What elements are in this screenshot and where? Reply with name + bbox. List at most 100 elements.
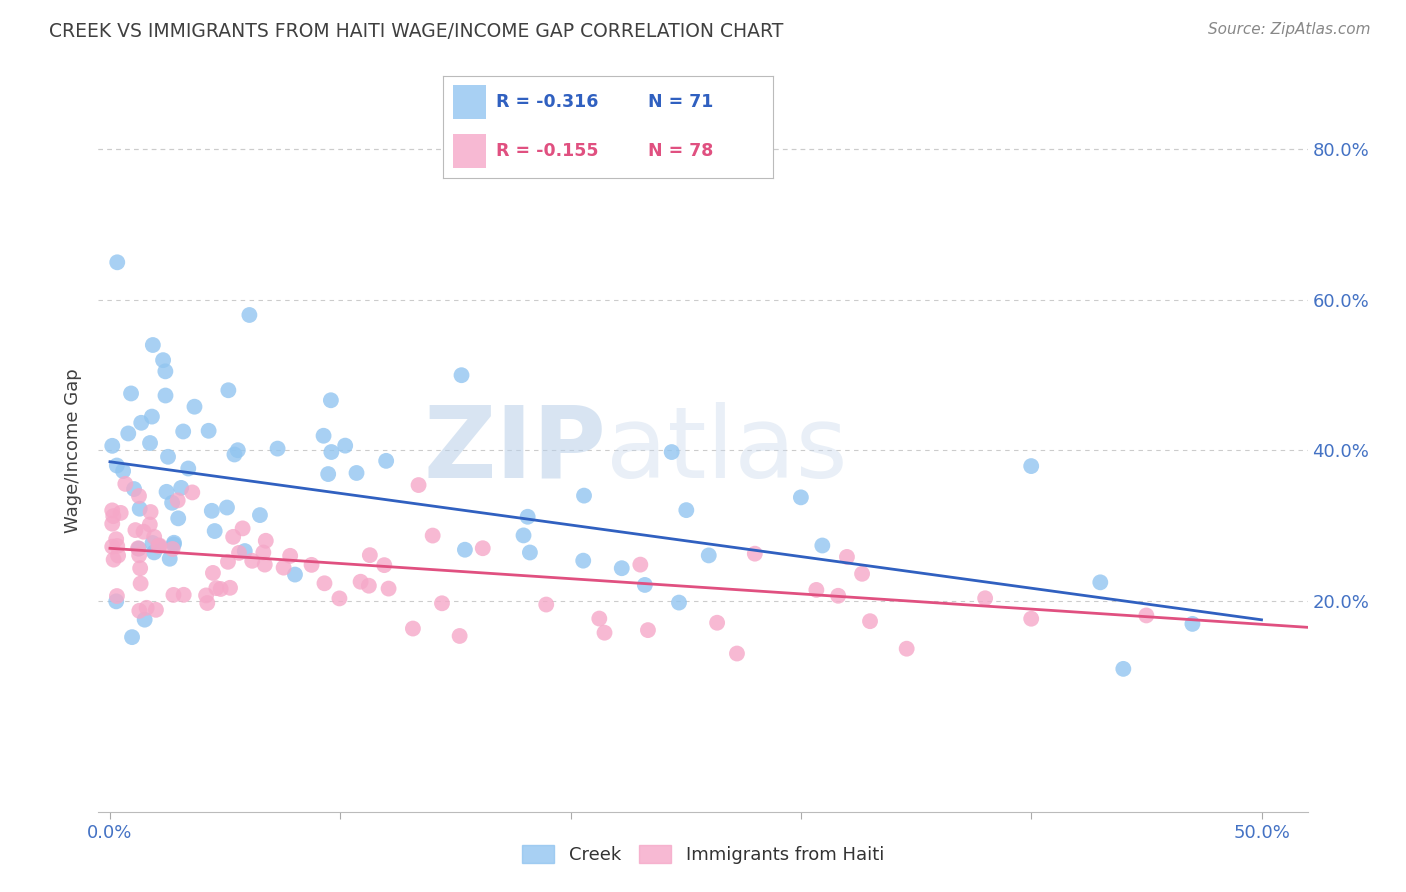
Creek	[183, 400, 205, 414]
Creek	[238, 308, 260, 322]
Immigrants from Haiti	[402, 622, 425, 636]
Immigrants from Haiti	[166, 493, 188, 508]
Immigrants from Haiti	[114, 476, 136, 491]
Creek	[101, 439, 124, 453]
Immigrants from Haiti	[219, 581, 242, 595]
Creek	[312, 429, 335, 443]
Creek	[811, 539, 834, 553]
Immigrants from Haiti	[827, 589, 849, 603]
Immigrants from Haiti	[896, 641, 918, 656]
Immigrants from Haiti	[228, 546, 250, 560]
Creek	[152, 353, 174, 368]
Creek	[177, 461, 200, 475]
Creek	[129, 416, 152, 430]
Immigrants from Haiti	[301, 558, 323, 572]
Creek	[217, 384, 239, 398]
Immigrants from Haiti	[536, 598, 558, 612]
Text: R = -0.316: R = -0.316	[496, 93, 598, 111]
Creek	[142, 338, 165, 352]
Creek	[572, 554, 595, 568]
Creek	[454, 542, 477, 557]
Immigrants from Haiti	[101, 503, 124, 517]
Text: CREEK VS IMMIGRANTS FROM HAITI WAGE/INCOME GAP CORRELATION CHART: CREEK VS IMMIGRANTS FROM HAITI WAGE/INCO…	[49, 22, 783, 41]
Creek	[519, 545, 541, 559]
Immigrants from Haiti	[132, 524, 155, 539]
Immigrants from Haiti	[129, 561, 152, 575]
Immigrants from Haiti	[637, 623, 659, 637]
Creek	[148, 539, 170, 553]
Immigrants from Haiti	[373, 558, 395, 573]
Creek	[226, 443, 249, 458]
Immigrants from Haiti	[449, 629, 471, 643]
Immigrants from Haiti	[128, 548, 150, 562]
Y-axis label: Wage/Income Gap: Wage/Income Gap	[65, 368, 83, 533]
Immigrants from Haiti	[101, 516, 124, 531]
Immigrants from Haiti	[328, 591, 350, 606]
Immigrants from Haiti	[253, 558, 276, 572]
Immigrants from Haiti	[173, 588, 195, 602]
Immigrants from Haiti	[349, 574, 371, 589]
Creek	[675, 503, 697, 517]
Immigrants from Haiti	[205, 581, 228, 595]
Immigrants from Haiti	[148, 539, 170, 553]
Immigrants from Haiti	[162, 541, 184, 556]
Immigrants from Haiti	[806, 582, 828, 597]
Immigrants from Haiti	[408, 478, 430, 492]
Immigrants from Haiti	[128, 604, 150, 618]
Creek	[321, 445, 343, 459]
Immigrants from Haiti	[232, 521, 254, 535]
Immigrants from Haiti	[129, 576, 152, 591]
Creek	[128, 541, 150, 556]
Immigrants from Haiti	[195, 596, 218, 610]
Text: Source: ZipAtlas.com: Source: ZipAtlas.com	[1208, 22, 1371, 37]
Creek	[1112, 662, 1135, 676]
Immigrants from Haiti	[181, 485, 204, 500]
Immigrants from Haiti	[222, 530, 245, 544]
Creek	[610, 561, 633, 575]
Creek	[160, 496, 183, 510]
FancyBboxPatch shape	[453, 135, 486, 168]
Immigrants from Haiti	[145, 603, 167, 617]
Immigrants from Haiti	[430, 596, 453, 610]
Creek	[668, 596, 690, 610]
Immigrants from Haiti	[377, 582, 399, 596]
Immigrants from Haiti	[162, 588, 184, 602]
Creek	[201, 504, 224, 518]
Immigrants from Haiti	[105, 589, 128, 603]
Creek	[197, 424, 219, 438]
Immigrants from Haiti	[105, 532, 128, 546]
Creek	[112, 464, 135, 478]
Creek	[790, 491, 813, 505]
Creek	[139, 436, 162, 450]
Immigrants from Haiti	[1135, 608, 1157, 623]
Creek	[1090, 575, 1112, 590]
Creek	[155, 364, 177, 378]
Creek	[634, 578, 657, 592]
Creek	[105, 255, 128, 269]
Text: N = 71: N = 71	[648, 93, 713, 111]
Immigrants from Haiti	[357, 579, 380, 593]
Creek	[134, 613, 156, 627]
Immigrants from Haiti	[103, 509, 125, 524]
Immigrants from Haiti	[135, 600, 157, 615]
Creek	[1019, 459, 1042, 474]
Text: R = -0.155: R = -0.155	[496, 142, 599, 161]
Immigrants from Haiti	[471, 541, 494, 556]
Creek	[375, 454, 398, 468]
Creek	[266, 442, 288, 456]
Immigrants from Haiti	[110, 506, 132, 520]
Immigrants from Haiti	[254, 533, 277, 548]
Creek	[155, 388, 177, 402]
Immigrants from Haiti	[706, 615, 728, 630]
Immigrants from Haiti	[422, 528, 444, 542]
Creek	[697, 549, 720, 563]
Immigrants from Haiti	[201, 566, 224, 580]
Immigrants from Haiti	[273, 560, 295, 574]
Immigrants from Haiti	[628, 558, 651, 572]
Creek	[233, 544, 256, 558]
Creek	[346, 466, 368, 480]
Creek	[163, 535, 186, 549]
Creek	[512, 528, 534, 542]
Creek	[215, 500, 238, 515]
Immigrants from Haiti	[314, 576, 336, 591]
